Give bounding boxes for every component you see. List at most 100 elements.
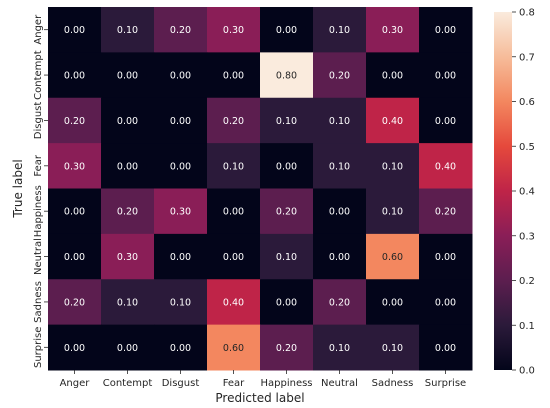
cell-value-label: 0.10 (329, 343, 350, 354)
cell-value-label: 0.00 (435, 25, 456, 36)
colorbar (494, 12, 512, 370)
colorbar-tick-label: 0.5 (519, 142, 535, 153)
cell-value-label: 0.00 (435, 252, 456, 263)
heatmap-cell (48, 324, 102, 371)
heatmap-cell (101, 233, 155, 280)
cell-value-label: 0.10 (117, 297, 138, 308)
cell-value-label: 0.00 (170, 252, 191, 263)
heatmap-cell (260, 324, 314, 371)
cell-value-label: 0.00 (64, 207, 85, 218)
cell-value-label: 0.00 (382, 71, 403, 82)
heatmap-cell (48, 233, 102, 280)
cell-value-label: 0.00 (223, 71, 244, 82)
heatmap-cell (101, 52, 155, 99)
heatmap-cell (260, 143, 314, 189)
cell-value-label: 0.00 (64, 343, 85, 354)
heatmap-cell (101, 7, 155, 53)
heatmap-cell (260, 188, 314, 235)
heatmap-cell (154, 52, 208, 99)
cell-value-label: 0.10 (223, 161, 244, 172)
heatmap-cell (419, 143, 473, 189)
cell-value-label: 0.30 (117, 252, 138, 263)
cell-value-label: 0.60 (223, 343, 244, 354)
cell-value-label: 0.00 (64, 71, 85, 82)
cell-value-label: 0.30 (382, 25, 403, 36)
heatmap-cell (260, 7, 314, 53)
cell-value-label: 0.00 (223, 252, 244, 263)
colorbar-tick-labels: 0.0 0.1 0.2 0.3 0.4 0.5 0.6 0.7 0.8 (512, 8, 535, 377)
cell-value-label: 0.00 (382, 297, 403, 308)
y-tick-labels: Anger Contempt Disgust Fear HappinessNeutral… (33, 14, 48, 368)
x-tick-label: Anger (60, 378, 91, 389)
heatmap-cell (101, 143, 155, 189)
heatmap-cell (366, 188, 420, 235)
heatmap-cell (207, 279, 261, 326)
heatmap-cell (207, 97, 261, 144)
cell-value-label: 0.20 (117, 207, 138, 218)
cell-value-label: 0.20 (276, 343, 297, 354)
cell-value-label: 0.80 (276, 71, 297, 82)
x-tick-label: Sadness (372, 378, 414, 389)
heatmap-cell (207, 52, 261, 99)
cell-value-label: 0.00 (435, 343, 456, 354)
heatmap-cell (207, 188, 261, 235)
cell-value-label: 0.20 (64, 116, 85, 127)
heatmap-cell (207, 233, 261, 280)
cell-value-label: 0.00 (117, 71, 138, 82)
x-tick-label: Disgust (162, 378, 200, 389)
heatmap-cell (260, 233, 314, 280)
cell-value-label: 0.00 (170, 116, 191, 127)
cell-value-label: 0.30 (170, 207, 191, 218)
heatmap-cell (313, 143, 367, 189)
cell-value-label: 0.20 (329, 71, 350, 82)
cell-value-label: 0.00 (64, 25, 85, 36)
heatmap-cell (313, 233, 367, 280)
heatmap-cell (419, 233, 473, 280)
cell-value-label: 0.10 (382, 343, 403, 354)
cell-value-label: 0.00 (170, 343, 191, 354)
heatmap-cell (419, 324, 473, 371)
y-tick-label: Fear (33, 154, 44, 176)
cell-value-label: 0.10 (117, 25, 138, 36)
heatmap-cell (366, 233, 420, 280)
colorbar-tick-label: 0.7 (519, 52, 535, 63)
heatmap-cell (313, 7, 367, 53)
x-tick-label: Neutral (321, 378, 358, 389)
cell-value-label: 0.00 (435, 297, 456, 308)
heatmap-cell (101, 324, 155, 371)
heatmap-cell (207, 143, 261, 189)
heatmap-cell (154, 188, 208, 235)
colorbar-tick-label: 0.4 (519, 187, 535, 198)
heatmap-cell (313, 97, 367, 144)
heatmap-cell (313, 324, 367, 371)
x-tick-label: Happiness (260, 378, 312, 389)
heatmap-cell (366, 279, 420, 326)
heatmap-cell (366, 97, 420, 144)
heatmap-cell (207, 7, 261, 53)
heatmap-cell (48, 97, 102, 144)
cell-value-label: 0.00 (329, 207, 350, 218)
heatmap-cell (48, 279, 102, 326)
heatmap-cell (101, 279, 155, 326)
heatmap-cell (260, 279, 314, 326)
heatmap-cell (154, 97, 208, 144)
heatmap-cell (313, 279, 367, 326)
cell-value-label: 0.00 (117, 343, 138, 354)
cell-value-label: 0.00 (435, 116, 456, 127)
cell-value-label: 0.00 (170, 71, 191, 82)
colorbar-tick-label: 0.8 (519, 8, 535, 19)
y-axis-title: True label (11, 159, 25, 218)
heatmap-cell (419, 188, 473, 235)
y-tick-label: Neutral (33, 238, 44, 275)
heatmap-cell (366, 324, 420, 371)
y-tick-label: Disgust (33, 102, 44, 140)
heatmap-cell (419, 279, 473, 326)
cell-value-label: 0.10 (382, 161, 403, 172)
heatmap-cell (419, 7, 473, 53)
cell-value-label: 0.20 (64, 297, 85, 308)
cell-value-label: 0.40 (223, 297, 244, 308)
colorbar-tick-label: 0.1 (519, 321, 535, 332)
cell-value-label: 0.00 (64, 252, 85, 263)
heatmap-cell (260, 52, 314, 99)
heatmap-cell (313, 188, 367, 235)
